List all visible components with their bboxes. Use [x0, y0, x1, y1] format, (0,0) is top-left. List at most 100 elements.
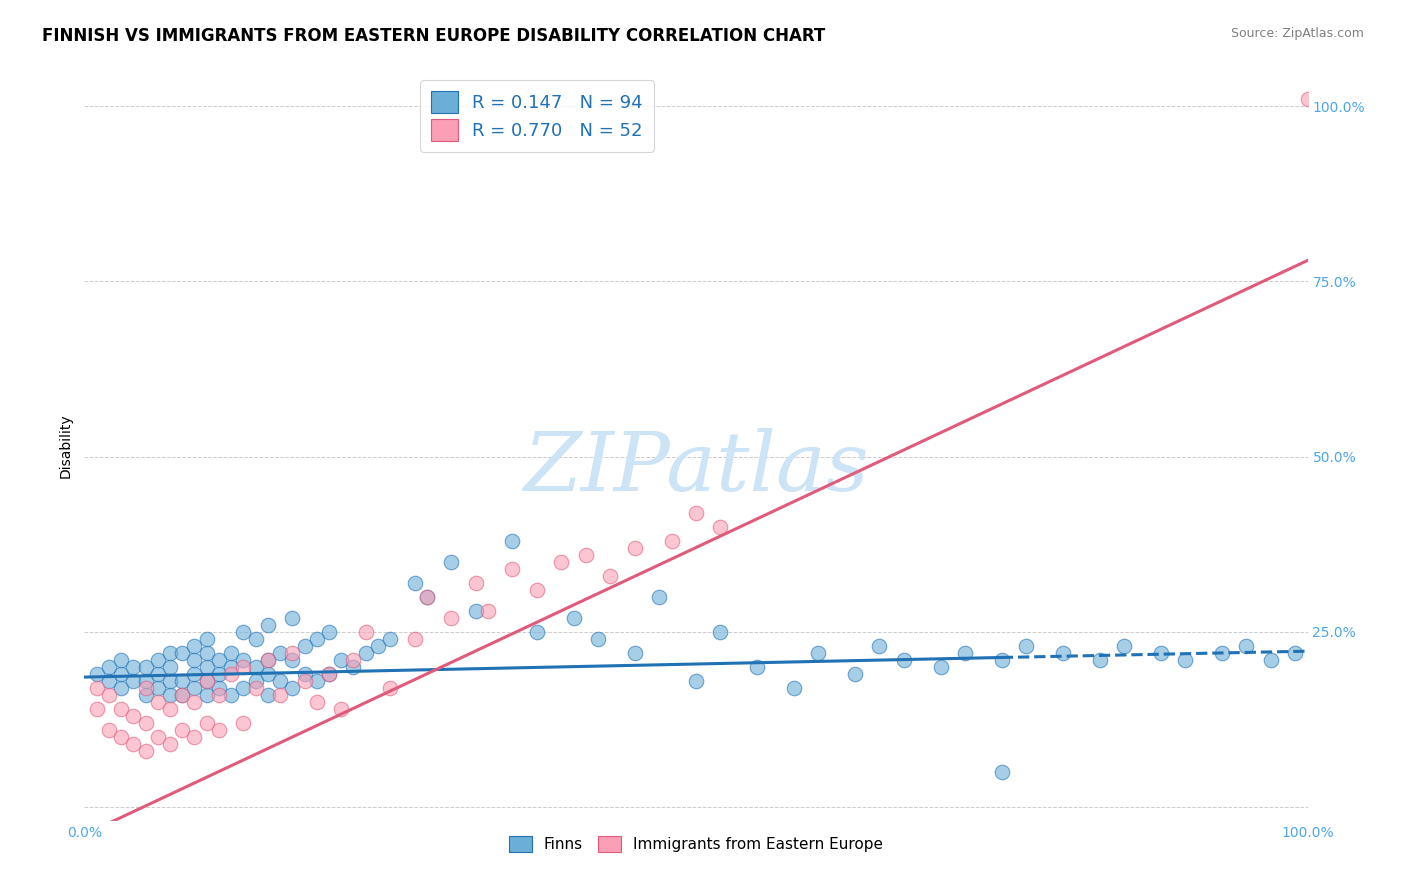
Text: Source: ZipAtlas.com: Source: ZipAtlas.com [1230, 27, 1364, 40]
Point [110, 652, 132, 666]
Point [281, 652, 304, 666]
Point [135, 715, 157, 730]
Point [172, 646, 194, 660]
Point [562, 610, 585, 624]
Text: ZIPatlas: ZIPatlas [523, 428, 869, 508]
Point [257, 617, 280, 632]
Point [146, 695, 169, 709]
Point [1296, 92, 1319, 106]
Point [380, 632, 402, 646]
Point [440, 555, 463, 569]
Point [208, 688, 231, 702]
Point [195, 659, 218, 673]
Point [183, 652, 205, 666]
Point [159, 673, 181, 688]
Point [783, 681, 806, 695]
Point [305, 695, 328, 709]
Point [575, 548, 598, 562]
Point [245, 632, 267, 646]
Point [232, 624, 254, 639]
Point [86, 701, 108, 715]
Point [318, 666, 340, 681]
Point [146, 681, 169, 695]
Legend: Finns, Immigrants from Eastern Europe: Finns, Immigrants from Eastern Europe [502, 830, 890, 858]
Point [159, 701, 181, 715]
Point [257, 652, 280, 666]
Point [97, 659, 120, 673]
Point [245, 659, 267, 673]
Point [404, 632, 426, 646]
Point [281, 681, 304, 695]
Point [122, 737, 145, 751]
Point [380, 681, 402, 695]
Point [991, 652, 1014, 666]
Point [110, 730, 132, 744]
Point [354, 624, 377, 639]
Point [172, 688, 194, 702]
Point [661, 533, 683, 548]
Point [86, 681, 108, 695]
Point [195, 632, 218, 646]
Point [893, 652, 915, 666]
Point [305, 632, 328, 646]
Point [464, 603, 486, 617]
Point [404, 575, 426, 590]
Point [172, 688, 194, 702]
Point [232, 715, 254, 730]
Point [869, 639, 891, 653]
Point [159, 688, 181, 702]
Point [110, 701, 132, 715]
Point [110, 666, 132, 681]
Point [232, 652, 254, 666]
Point [294, 666, 316, 681]
Point [844, 666, 866, 681]
Point [953, 646, 976, 660]
Point [208, 652, 231, 666]
Point [586, 632, 609, 646]
Point [502, 561, 524, 575]
Point [1114, 639, 1136, 653]
Point [550, 555, 572, 569]
Y-axis label: Disability: Disability [59, 414, 73, 478]
Point [1150, 646, 1173, 660]
Point [354, 646, 377, 660]
Point [183, 695, 205, 709]
Point [97, 688, 120, 702]
Point [195, 646, 218, 660]
Point [685, 506, 707, 520]
Point [135, 673, 157, 688]
Point [146, 666, 169, 681]
Point [135, 688, 157, 702]
Point [245, 681, 267, 695]
Point [477, 603, 499, 617]
Point [122, 708, 145, 723]
Point [416, 590, 439, 604]
Point [1088, 652, 1111, 666]
Point [1236, 639, 1258, 653]
Point [219, 688, 242, 702]
Point [257, 652, 280, 666]
Point [709, 519, 731, 533]
Point [807, 646, 830, 660]
Point [195, 673, 218, 688]
Point [97, 673, 120, 688]
Point [991, 764, 1014, 779]
Text: FINNISH VS IMMIGRANTS FROM EASTERN EUROPE DISABILITY CORRELATION CHART: FINNISH VS IMMIGRANTS FROM EASTERN EUROP… [42, 27, 825, 45]
Point [146, 652, 169, 666]
Point [305, 673, 328, 688]
Point [281, 646, 304, 660]
Point [122, 673, 145, 688]
Point [183, 681, 205, 695]
Point [183, 730, 205, 744]
Point [747, 659, 769, 673]
Point [208, 723, 231, 737]
Point [367, 639, 389, 653]
Point [135, 681, 157, 695]
Point [464, 575, 486, 590]
Point [648, 590, 671, 604]
Point [159, 659, 181, 673]
Point [624, 646, 647, 660]
Point [440, 610, 463, 624]
Point [269, 673, 291, 688]
Point [269, 646, 291, 660]
